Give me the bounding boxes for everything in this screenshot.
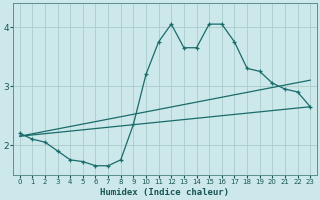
X-axis label: Humidex (Indice chaleur): Humidex (Indice chaleur) — [100, 188, 229, 197]
